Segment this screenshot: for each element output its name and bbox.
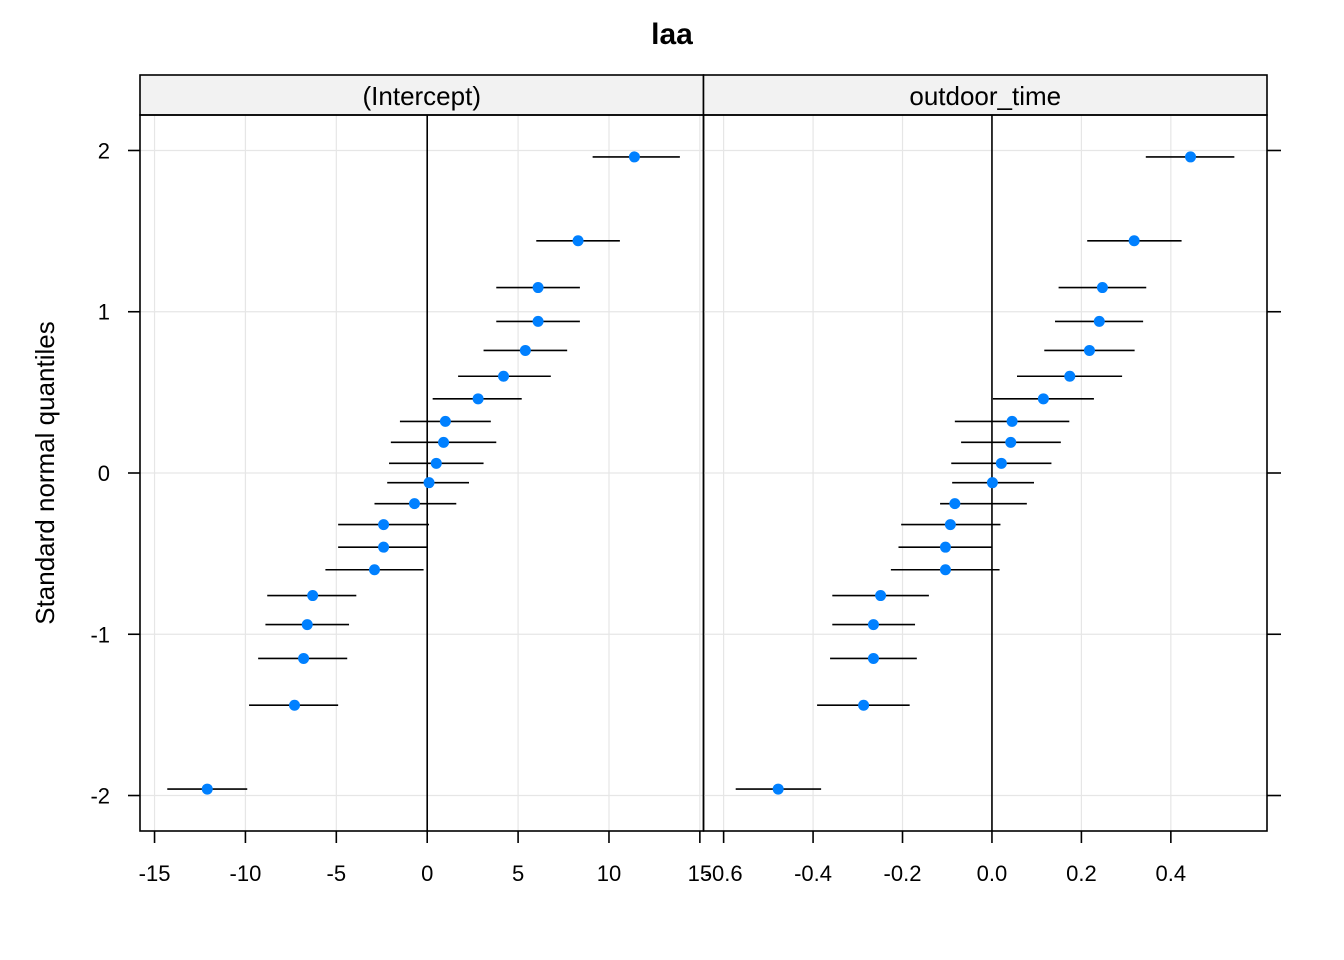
x-tick-label: -10	[230, 861, 262, 886]
data-point	[1037, 393, 1049, 405]
x-tick-label: 0.4	[1156, 861, 1187, 886]
data-point	[1128, 235, 1140, 247]
data-point	[298, 652, 310, 664]
data-point	[307, 590, 319, 602]
x-tick-label: 0	[421, 861, 433, 886]
data-point	[867, 619, 879, 631]
data-point	[430, 457, 442, 469]
data-point	[368, 564, 380, 576]
panel-strip-label: (Intercept)	[363, 81, 482, 111]
data-point	[378, 541, 390, 553]
panels-layer: (Intercept)-15 -10 -5 0 5 10 15outdoor_time-0.…	[90, 74, 1281, 886]
data-point	[858, 699, 870, 711]
y-axis-label: Standard normal quantiles	[30, 321, 60, 625]
y-tick-label: -2	[90, 784, 110, 809]
data-point	[772, 783, 784, 795]
x-tick-label: 5	[512, 861, 524, 886]
data-point	[1064, 370, 1076, 382]
data-point	[1096, 282, 1108, 294]
data-point	[201, 783, 213, 795]
panel-strip	[702, 74, 1268, 116]
panel-strip-label: outdoor_time	[909, 81, 1061, 111]
y-tick-label: -1	[90, 622, 110, 647]
data-point	[408, 498, 420, 510]
data-point	[1006, 415, 1018, 427]
y-tick-label: 1	[98, 300, 110, 325]
data-point	[1185, 151, 1197, 163]
data-point	[378, 519, 390, 531]
data-point	[423, 477, 435, 489]
data-point	[628, 151, 640, 163]
x-tick-label: -0.6	[705, 861, 743, 886]
data-point	[519, 344, 531, 356]
data-point	[1005, 436, 1017, 448]
data-point	[949, 498, 961, 510]
data-point	[301, 619, 313, 631]
x-tick-label: -15	[139, 861, 171, 886]
x-tick-label: 15	[688, 861, 712, 886]
data-point	[289, 699, 301, 711]
x-tick-label: 10	[597, 861, 621, 886]
data-point	[532, 315, 544, 327]
y-tick-label: 0	[98, 461, 110, 486]
data-point	[1093, 315, 1105, 327]
data-point	[939, 564, 951, 576]
data-point	[995, 457, 1007, 469]
x-tick-label: 0.2	[1066, 861, 1097, 886]
x-tick-label: -0.2	[884, 861, 922, 886]
data-point	[572, 235, 584, 247]
data-point	[532, 282, 544, 294]
x-tick-label: -5	[327, 861, 347, 886]
y-tick-label: 2	[98, 138, 110, 163]
data-point	[472, 393, 484, 405]
data-point	[986, 477, 998, 489]
x-tick-label: 0.0	[977, 861, 1008, 886]
data-point	[867, 652, 879, 664]
data-point	[1083, 344, 1095, 356]
x-tick-label: -0.4	[794, 861, 832, 886]
data-point	[438, 436, 450, 448]
data-point	[875, 590, 887, 602]
chart-title: laa	[651, 18, 693, 51]
data-point	[498, 370, 510, 382]
data-point	[944, 519, 956, 531]
data-point	[439, 415, 451, 427]
data-point	[939, 541, 951, 553]
